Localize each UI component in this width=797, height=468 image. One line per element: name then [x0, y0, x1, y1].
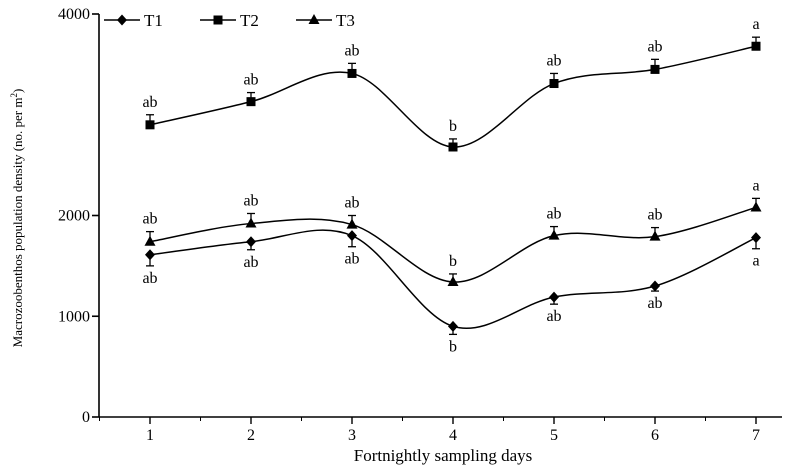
y-axis-label-superscript: 2	[9, 93, 19, 98]
significance-label-t2: ab	[142, 94, 157, 111]
data-point-t1	[549, 291, 559, 303]
data-point-t1	[246, 236, 256, 248]
y-tick-label: 0	[82, 409, 90, 426]
significance-label-t2: ab	[243, 72, 258, 89]
data-point-t3	[144, 235, 156, 246]
series-t3	[144, 197, 762, 286]
data-point-t2	[751, 41, 761, 51]
series-layer	[144, 36, 762, 336]
axes: 0 1000 2000 4000 1 2 3 4 5 6 7	[58, 6, 782, 444]
data-point-t2	[549, 79, 559, 89]
significance-label-t3: ab	[142, 211, 157, 228]
y-axis-label-main: Macrozoobenthos population density (no. …	[10, 98, 25, 348]
data-point-t1	[448, 320, 458, 332]
significance-label-t3: a	[752, 177, 759, 194]
significance-label-t3: ab	[647, 207, 662, 224]
significance-label-t3: ab	[344, 195, 359, 212]
legend-marker-t1	[117, 14, 127, 26]
y-tick-label: 1000	[58, 308, 90, 325]
significance-label-t3: ab	[546, 206, 561, 223]
y-axis-label-close: )	[10, 89, 25, 93]
y-axis-label: Macrozoobenthos population density (no. …	[9, 89, 25, 348]
significance-label-t1: ab	[546, 308, 561, 325]
x-tick-label: 3	[348, 427, 356, 444]
data-point-t3	[750, 201, 762, 212]
data-point-t3	[548, 229, 560, 240]
y-tick-label: 2000	[58, 208, 90, 225]
series-t2	[145, 36, 761, 152]
significance-label-t1: ab	[344, 251, 359, 268]
legend-item-t3: T3	[296, 11, 355, 30]
legend-marker-t3	[308, 14, 320, 24]
data-point-t1	[650, 280, 660, 292]
data-point-t2	[246, 97, 256, 107]
x-tick-label: 6	[651, 427, 659, 444]
data-point-t1	[751, 232, 761, 244]
x-axis-label: Fortnightly sampling days	[354, 446, 533, 465]
legend-label-t2: T2	[240, 11, 259, 30]
legend-item-t2: T2	[200, 11, 259, 30]
significance-label-t2: ab	[344, 42, 359, 59]
legend-label-t1: T1	[144, 11, 163, 30]
significance-label-t1: ab	[243, 254, 258, 271]
significance-label-t3: ab	[243, 192, 258, 209]
significance-label-t1: ab	[647, 295, 662, 312]
data-point-t3	[649, 230, 661, 241]
significance-label-t3: b	[449, 253, 457, 270]
data-point-t2	[347, 68, 357, 78]
significance-label-t2: a	[752, 16, 759, 33]
significance-label-t1: ab	[142, 270, 157, 287]
y-tick-label: 4000	[58, 6, 90, 23]
data-point-t2	[650, 64, 660, 74]
significance-label-t1: b	[449, 338, 457, 355]
data-point-t3	[245, 217, 257, 228]
data-point-t3	[447, 275, 459, 286]
legend: T1 T2 T3	[104, 11, 355, 30]
legend-label-t3: T3	[336, 11, 355, 30]
significance-label-t1: a	[752, 253, 759, 270]
data-point-t2	[448, 142, 458, 152]
x-tick-label: 1	[146, 427, 154, 444]
significance-label-t2: ab	[647, 38, 662, 55]
data-point-t1	[145, 249, 155, 261]
data-point-t1	[347, 230, 357, 242]
x-tick-label: 4	[449, 427, 457, 444]
x-tick-label: 2	[247, 427, 255, 444]
legend-marker-t2	[213, 15, 223, 25]
x-tick-label: 7	[752, 427, 760, 444]
series-t1	[145, 229, 761, 336]
series-line-t3	[149, 206, 757, 283]
significance-label-t2: b	[449, 118, 457, 135]
x-tick-label: 5	[550, 427, 558, 444]
data-point-t2	[145, 120, 155, 130]
legend-item-t1: T1	[104, 11, 163, 30]
labels-layer: ab ab ab b ab ab a ab ab ab b ab ab a ab ab ab b ab ab a	[142, 16, 759, 355]
significance-label-t2: ab	[546, 52, 561, 69]
data-point-t3	[346, 218, 358, 229]
